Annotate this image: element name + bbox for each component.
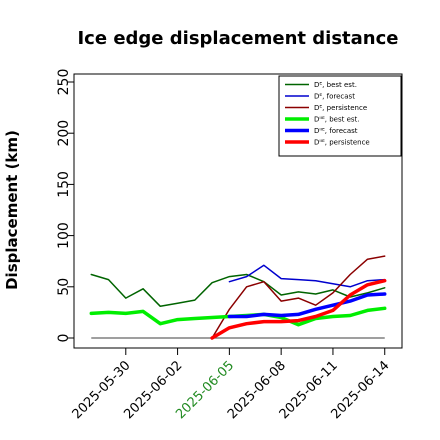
y-tick-label-4: 200	[56, 120, 72, 147]
y-axis: 0 50 100 150 200 250	[56, 69, 74, 343]
series-1	[228, 264, 386, 288]
series-line-2	[211, 255, 386, 339]
plot-frame	[73, 73, 403, 349]
legend-label-3: Dᴵᴵᴱ, best est.	[314, 116, 360, 124]
series-2	[211, 255, 386, 339]
y-tick-label-3: 150	[56, 171, 72, 198]
series-line-5	[210, 278, 387, 340]
series-5	[210, 278, 387, 340]
legend: Dᴱ, best est. Dᴱ, forecast Dᴱ, persistence…	[278, 75, 402, 157]
legend-label-4: Dᴵᴵᴱ, forecast	[314, 127, 358, 135]
y-tick-label-2: 100	[56, 222, 72, 249]
y-tick-label-5: 250	[56, 69, 72, 96]
legend-label-5: Dᴵᴵᴱ, persistence	[314, 139, 370, 147]
legend-label-1: Dᴱ, forecast	[314, 93, 355, 101]
legend-label-0: Dᴱ, best est.	[314, 81, 357, 89]
chart-title: Ice edge displacement distance	[77, 28, 398, 49]
series-line-1	[228, 264, 386, 288]
series-0	[90, 273, 386, 308]
y-axis-label: Displacement (km)	[3, 130, 21, 290]
y-tick-label-1: 50	[56, 278, 72, 296]
series-group	[89, 255, 387, 340]
y-tick-label-0: 0	[56, 334, 72, 343]
series-line-4	[227, 292, 387, 319]
x-axis: 2025-05-302025-06-022025-06-052025-06-08…	[70, 348, 393, 422]
legend-label-2: Dᴱ, persistence	[314, 104, 367, 112]
series-4	[227, 292, 387, 319]
series-line-0	[90, 273, 386, 308]
